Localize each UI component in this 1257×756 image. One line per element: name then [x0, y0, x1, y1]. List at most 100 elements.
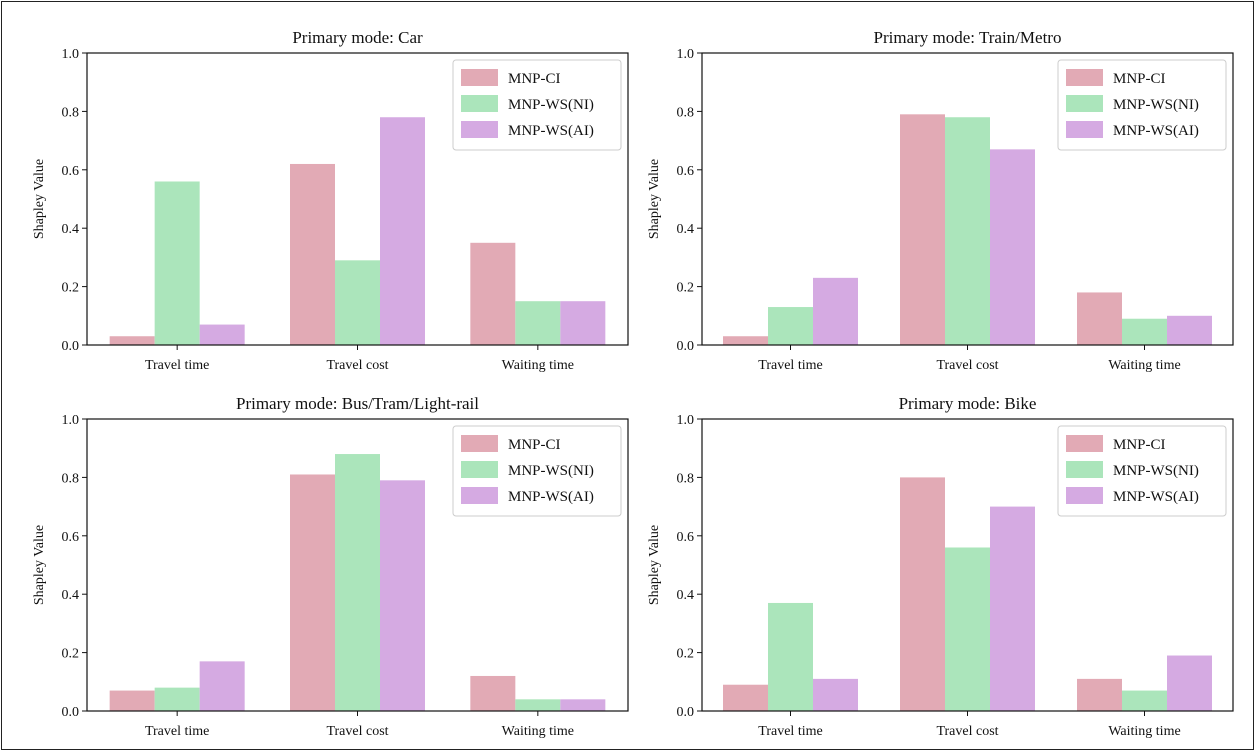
chart-panel-3: Primary mode: Bus/Tram/Light-rail Shapley…: [32, 394, 629, 739]
bar-mnp-ws-ai-travel-cost: [380, 117, 425, 346]
legend-swatch: [461, 95, 498, 112]
legend-label: MNP-WS(NI): [508, 463, 594, 479]
legend-label: MNP-WS(AI): [1113, 489, 1199, 505]
legend-label: MNP-WS(NI): [1113, 463, 1199, 479]
bar-mnp-ws-ni-travel-time: [154, 181, 200, 345]
legend-label: MNP-CI: [1113, 437, 1166, 453]
y-tick-label: 0.8: [62, 105, 80, 120]
y-tick-label: 1.0: [677, 47, 695, 62]
bar-mnp-ws-ai-travel-cost: [990, 149, 1035, 345]
bar-mnp-ci-travel-cost: [900, 477, 945, 711]
bar-mnp-ws-ni-travel-time: [768, 307, 813, 345]
legend-swatch: [1066, 95, 1103, 112]
y-tick-label: 0.2: [62, 281, 80, 296]
x-tick-label: Waiting time: [1108, 724, 1180, 739]
x-tick-label: Travel cost: [326, 358, 388, 373]
bar-mnp-ws-ni-travel-time: [154, 687, 200, 711]
legend-swatch: [461, 487, 498, 504]
legend-swatch: [1066, 435, 1103, 452]
y-tick-label: 0.8: [677, 471, 695, 486]
axes-frame: [701, 418, 1234, 712]
bar-mnp-ws-ni-travel-cost: [945, 547, 990, 711]
chart-panel-4: Primary mode: Bike Shapley Value 0.0 0.2 0.4…: [647, 394, 1234, 739]
bar-mnp-ws-ai-waiting-time: [1167, 315, 1212, 345]
y-tick-label: 0.2: [62, 647, 80, 662]
x-tick-label: Travel cost: [936, 724, 998, 739]
bar-mnp-ws-ni-travel-cost: [335, 454, 380, 711]
x-tick-label: Travel time: [145, 724, 209, 739]
axes-frame: [701, 52, 1234, 346]
y-tick-label: 0.0: [677, 339, 695, 354]
legend-swatch: [461, 69, 498, 86]
bar-mnp-ws-ni-waiting-time: [515, 301, 561, 345]
y-tick-label: 1.0: [62, 47, 80, 62]
legend-label: MNP-CI: [508, 71, 561, 87]
bar-mnp-ci-waiting-time: [470, 675, 516, 711]
bar-mnp-ci-travel-time: [109, 690, 155, 711]
bar-mnp-ws-ni-travel-cost: [945, 117, 990, 346]
legend-label: MNP-WS(AI): [508, 123, 594, 139]
y-tick-label: 0.2: [677, 281, 695, 296]
y-tick-label: 0.4: [677, 222, 695, 237]
bar-mnp-ws-ai-travel-time: [199, 661, 245, 711]
y-tick-label: 0.0: [62, 339, 80, 354]
y-tick-label: 0.6: [677, 164, 695, 179]
y-tick-label: 0.0: [677, 705, 695, 720]
bar-mnp-ws-ai-waiting-time: [560, 301, 606, 345]
y-tick-label: 0.4: [677, 588, 695, 603]
axes-frame: [86, 52, 629, 346]
legend-swatch: [1066, 69, 1103, 86]
axes-frame: [86, 418, 629, 712]
bar-mnp-ws-ai-travel-time: [813, 277, 858, 345]
x-tick-label: Waiting time: [1108, 358, 1180, 373]
bar-mnp-ws-ni-travel-cost: [335, 260, 380, 345]
legend-label: MNP-WS(AI): [1113, 123, 1199, 139]
y-tick-label: 0.6: [62, 530, 80, 545]
legend-label: MNP-CI: [1113, 71, 1166, 87]
legend-swatch: [1066, 461, 1103, 478]
y-tick-label: 0.4: [62, 222, 80, 237]
y-tick-label: 0.8: [62, 471, 80, 486]
bar-mnp-ci-waiting-time: [470, 242, 516, 345]
y-axis-label: Shapley Value: [32, 525, 47, 605]
legend-swatch: [1066, 487, 1103, 504]
y-tick-label: 1.0: [677, 413, 695, 428]
bar-mnp-ci-travel-time: [109, 336, 155, 345]
chart-title: Primary mode: Train/Metro: [874, 28, 1062, 47]
x-tick-label: Travel cost: [936, 358, 998, 373]
bar-mnp-ws-ni-waiting-time: [1122, 318, 1167, 345]
y-tick-label: 0.6: [62, 164, 80, 179]
legend: MNP-CI MNP-WS(NI) MNP-WS(AI): [1057, 59, 1227, 151]
legend: MNP-CI MNP-WS(NI) MNP-WS(AI): [452, 425, 622, 517]
bar-mnp-ci-travel-time: [723, 684, 768, 711]
y-tick-label: 0.0: [62, 705, 80, 720]
bar-mnp-ws-ai-waiting-time: [560, 699, 606, 711]
bar-mnp-ws-ai-travel-cost: [380, 480, 425, 711]
x-tick-label: Waiting time: [502, 724, 574, 739]
y-tick-label: 0.2: [677, 647, 695, 662]
legend-swatch: [1066, 121, 1103, 138]
y-axis-label: Shapley Value: [647, 525, 662, 605]
legend-label: MNP-CI: [508, 437, 561, 453]
x-tick-label: Travel cost: [326, 724, 388, 739]
legend-swatch: [461, 461, 498, 478]
bar-mnp-ci-travel-cost: [290, 474, 335, 711]
y-tick-label: 0.4: [62, 588, 80, 603]
y-tick-label: 0.6: [677, 530, 695, 545]
bar-mnp-ws-ai-travel-time: [813, 678, 858, 711]
legend-swatch: [461, 435, 498, 452]
bar-mnp-ws-ai-travel-time: [199, 324, 245, 345]
legend-label: MNP-WS(NI): [1113, 97, 1199, 113]
y-tick-label: 1.0: [62, 413, 80, 428]
chart-panel-1: Primary mode: Car Shapley Value 0.0 0.2 0.4 0…: [32, 28, 629, 373]
bar-mnp-ci-travel-cost: [900, 114, 945, 345]
legend-label: MNP-WS(NI): [508, 97, 594, 113]
legend-label: MNP-WS(AI): [508, 489, 594, 505]
chart-title: Primary mode: Bike: [899, 394, 1037, 413]
bar-mnp-ci-waiting-time: [1077, 292, 1122, 345]
bar-mnp-ci-waiting-time: [1077, 678, 1122, 711]
bar-mnp-ws-ai-travel-cost: [990, 506, 1035, 711]
legend: MNP-CI MNP-WS(NI) MNP-WS(AI): [452, 59, 622, 151]
